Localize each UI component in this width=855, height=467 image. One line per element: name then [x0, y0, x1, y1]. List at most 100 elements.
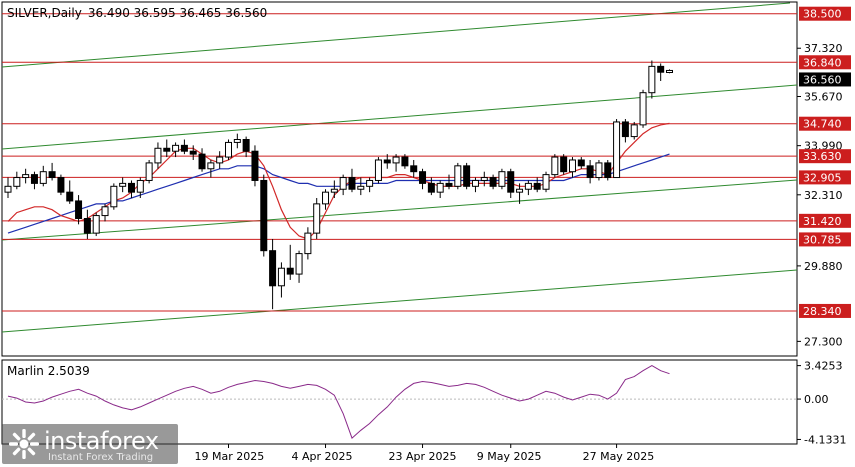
channel-line-3	[1, 179, 798, 241]
candle-body	[533, 182, 541, 190]
current-price-box	[799, 72, 851, 87]
candle-body	[189, 150, 197, 155]
candle-body	[48, 171, 56, 179]
price-tick-label: 37.320	[804, 42, 843, 55]
candle	[489, 174, 497, 190]
level-label-box	[799, 170, 851, 185]
candle	[639, 89, 647, 128]
candle	[392, 154, 400, 172]
candle-body	[427, 182, 435, 193]
candle	[330, 180, 338, 199]
candle-body	[136, 179, 144, 193]
candle-body	[454, 165, 462, 187]
candle	[551, 154, 559, 178]
candle-body	[330, 188, 338, 193]
candle	[586, 159, 594, 184]
candle	[436, 180, 444, 199]
marlin-tick-label: -4.1331	[804, 433, 846, 446]
candle-body	[163, 147, 171, 152]
candle	[225, 139, 232, 160]
candle-body	[595, 162, 603, 179]
candle-body	[445, 182, 453, 187]
candle-body	[322, 191, 330, 205]
candle-body	[242, 139, 250, 152]
candle	[260, 174, 268, 257]
level-label-text: 38.500	[803, 8, 842, 21]
candle-body	[233, 139, 241, 143]
level-label-text: 31.420	[803, 215, 842, 228]
candle-body	[295, 253, 303, 275]
current-price-label: 36.560	[803, 73, 842, 86]
candle	[374, 157, 382, 184]
candle	[119, 177, 127, 193]
candle-body	[568, 159, 576, 173]
marlin-line	[7, 365, 670, 439]
candle-body	[471, 179, 479, 187]
price-tick-label: 27.300	[804, 335, 843, 348]
candle	[657, 63, 665, 81]
candle	[172, 142, 180, 158]
candle	[57, 174, 65, 196]
fast-moving-average	[7, 122, 670, 240]
candle-body	[92, 215, 100, 234]
level-label-box	[799, 213, 851, 228]
level-label-box	[799, 149, 851, 164]
candle	[110, 183, 118, 210]
candle	[498, 168, 506, 190]
watermark-brand: instaforex	[44, 427, 159, 455]
candle	[22, 168, 30, 184]
candle	[613, 119, 621, 179]
main-price-pane[interactable]	[1, 1, 798, 357]
indicator-title: Marlin 2.5039	[7, 364, 90, 378]
channel-line-2	[1, 84, 798, 150]
candle-body	[277, 267, 285, 287]
candle-body	[286, 267, 294, 275]
candle-body	[401, 156, 409, 167]
candle	[648, 60, 656, 99]
candle	[445, 174, 453, 190]
slow-moving-average	[7, 153, 670, 234]
candle	[75, 195, 83, 225]
candle-body	[66, 191, 74, 202]
candle	[313, 198, 321, 239]
time-tick-label: 9 May 2025	[477, 450, 542, 463]
candle	[180, 139, 188, 155]
candle	[339, 174, 347, 196]
price-axis: 37.32035.67033.99032.31029.88027.30038.5…	[797, 6, 851, 446]
candle	[410, 159, 418, 178]
candle	[145, 159, 153, 184]
candle	[189, 145, 197, 160]
candle-body	[119, 182, 127, 187]
candle	[242, 136, 250, 158]
candle-body	[30, 174, 38, 184]
marlin-tick-label: 0.00	[804, 393, 829, 406]
candle-body	[516, 188, 524, 193]
candle	[269, 238, 277, 310]
candle-body	[172, 144, 180, 152]
candle-body	[410, 165, 418, 173]
candle-body	[560, 156, 568, 173]
level-label-box	[799, 232, 851, 247]
candle	[127, 180, 135, 199]
level-label-text: 28.340	[803, 305, 842, 318]
candle	[533, 177, 541, 193]
main-pane-frame	[1, 1, 798, 357]
candle-body	[551, 156, 559, 176]
price-tick-label: 35.670	[804, 90, 843, 103]
candle-body	[145, 162, 153, 181]
time-tick-label: 4 Apr 2025	[292, 450, 353, 463]
candle	[595, 159, 603, 181]
candle-body	[419, 171, 427, 184]
candle	[560, 154, 568, 175]
candle-body	[101, 206, 109, 217]
candle	[207, 159, 215, 178]
watermark-tagline: Instant Forex Trading	[48, 452, 154, 463]
candle-body	[313, 203, 321, 234]
candle-body	[577, 159, 585, 167]
candle	[66, 180, 74, 204]
candle	[251, 145, 259, 187]
level-label-box	[799, 55, 851, 70]
candle-body	[657, 65, 665, 73]
candle	[101, 203, 109, 222]
